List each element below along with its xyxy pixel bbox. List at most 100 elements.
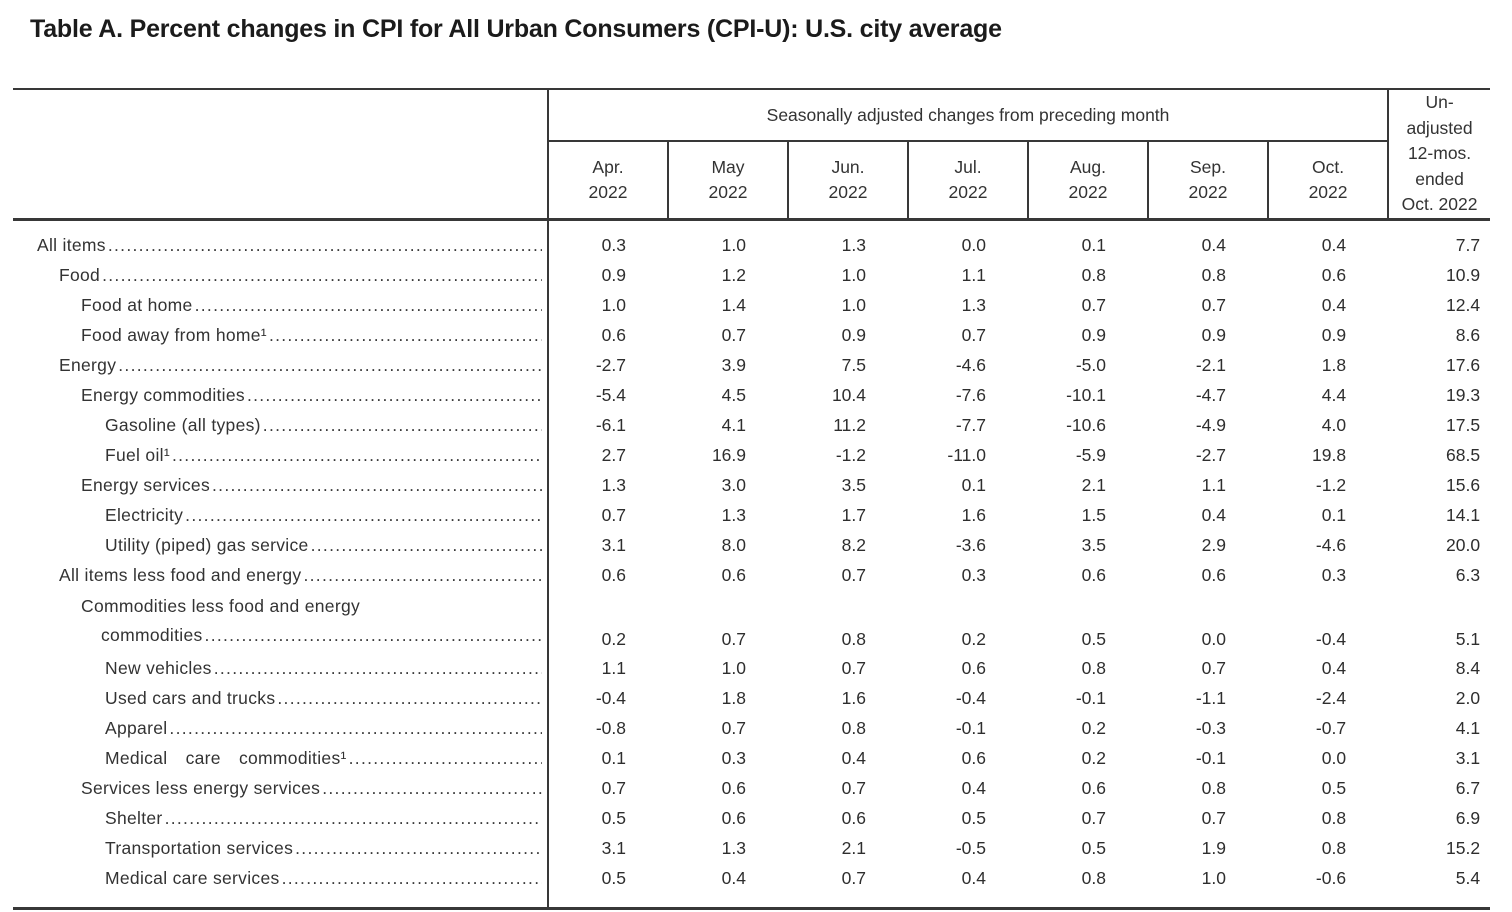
value-cell: 1.0: [721, 234, 746, 255]
row-label: Used cars and trucks: [105, 687, 276, 708]
value-cell: 0.0: [1201, 629, 1226, 649]
row-label-cell: Electricity: [13, 500, 549, 530]
annual-value-cell: 8.4: [1455, 657, 1481, 678]
value-cell: 1.5: [1081, 504, 1106, 525]
annual-value-cell: 5.1: [1455, 629, 1481, 649]
value-cell: 0.7: [1081, 294, 1106, 315]
value-cell: 1.6: [841, 687, 866, 708]
value-cell: -4.6: [955, 354, 986, 375]
month-header-oct: Oct. 2022: [1266, 141, 1389, 221]
row-label: New vehicles: [105, 657, 212, 678]
row-label-cell: Energy commodities: [13, 380, 549, 410]
value-cell: -0.6: [1315, 867, 1347, 888]
annual-value-cell: 15.2: [1446, 837, 1481, 858]
dot-leader: [172, 441, 542, 470]
value-cell: 1.0: [601, 294, 626, 315]
value-cell: -4.7: [1195, 384, 1226, 405]
seasonally-adjusted-span-header: Seasonally adjusted changes from precedi…: [548, 89, 1389, 142]
row-label-cell: Commodities less food and energy commodit…: [13, 590, 549, 653]
value-cell: 0.1: [1081, 234, 1106, 255]
value-cell: -1.2: [835, 444, 866, 465]
value-cell: 0.6: [841, 807, 866, 828]
value-cell: 0.9: [601, 264, 626, 285]
value-cell: 0.0: [1321, 747, 1347, 768]
value-cell: 0.1: [601, 747, 626, 768]
value-cell: 1.1: [601, 657, 626, 678]
value-cell: 0.4: [721, 867, 746, 888]
dot-leader: [212, 471, 542, 500]
value-cell: 4.4: [1321, 384, 1347, 405]
value-cell: 0.4: [1321, 294, 1347, 315]
row-label: Energy: [59, 354, 117, 375]
table-row: Utility (piped) gas service 3.1 8.0 8.2 -3.6…: [13, 530, 1490, 560]
table-row: New vehicles 1.1 1.0 0.7 0.6 0.8 0.7 0.4 8.4: [13, 653, 1490, 683]
value-cell: 0.7: [1201, 807, 1226, 828]
value-cell: -10.6: [1066, 414, 1106, 435]
row-label-cell: Energy: [13, 350, 549, 380]
row-label: Apparel: [105, 717, 168, 738]
table-body: All items 0.3 1.0 1.3 0.0 0.1 0.4 0.4 7.7 Food 0.9…: [13, 219, 1490, 909]
stub-header-cell: [13, 89, 549, 221]
value-cell: 0.6: [601, 564, 626, 585]
value-cell: 2.1: [1081, 474, 1106, 495]
row-label-cell: Medical care commodities¹: [13, 743, 549, 773]
value-cell: 0.9: [841, 324, 866, 345]
month-header-may: May 2022: [667, 141, 788, 221]
value-cell: 1.3: [841, 234, 866, 255]
row-label: Gasoline (all types): [105, 414, 261, 435]
annual-value-cell: 7.7: [1455, 234, 1481, 255]
table-row: Commodities less food and energy commodit…: [13, 590, 1490, 653]
value-cell: 0.7: [1081, 807, 1106, 828]
table-row: Food away from home¹ 0.6 0.7 0.9 0.7 0.9 0.9 0.…: [13, 320, 1490, 350]
value-cell: 0.7: [841, 657, 866, 678]
row-label-cell: Transportation services: [13, 833, 549, 863]
value-cell: 1.1: [1201, 474, 1226, 495]
value-cell: -1.2: [1315, 474, 1347, 495]
dot-leader: [195, 291, 542, 320]
value-cell: -2.7: [1195, 444, 1226, 465]
value-cell: 0.7: [961, 324, 986, 345]
dot-leader: [295, 834, 542, 863]
annual-value-cell: 17.6: [1446, 354, 1481, 375]
dot-leader: [247, 381, 542, 410]
value-cell: -5.9: [1075, 444, 1106, 465]
month-header-aug: Aug. 2022: [1027, 141, 1148, 221]
value-cell: 1.4: [721, 294, 746, 315]
annual-value-cell: 2.0: [1455, 687, 1481, 708]
value-cell: 0.3: [961, 564, 986, 585]
value-cell: -0.1: [955, 717, 986, 738]
annual-value-cell: 3.1: [1455, 747, 1481, 768]
value-cell: 0.6: [1201, 564, 1226, 585]
table-row: Shelter 0.5 0.6 0.6 0.5 0.7 0.7 0.8 6.9: [13, 803, 1490, 833]
value-cell: -0.7: [1315, 717, 1347, 738]
value-cell: 1.0: [1201, 867, 1226, 888]
value-cell: 1.2: [721, 264, 746, 285]
row-label-cell: Shelter: [13, 803, 549, 833]
dot-leader: [349, 744, 542, 773]
annual-value-cell: 5.4: [1455, 867, 1481, 888]
annual-value-cell: 12.4: [1446, 294, 1481, 315]
value-cell: 1.8: [721, 687, 746, 708]
row-label: Medical care commodities¹: [105, 747, 347, 768]
dot-leader: [322, 774, 542, 803]
value-cell: 0.8: [1081, 657, 1106, 678]
value-cell: 0.7: [601, 504, 626, 525]
value-cell: 0.6: [1081, 777, 1106, 798]
value-cell: 0.7: [721, 629, 746, 649]
value-cell: 1.3: [961, 294, 986, 315]
dot-leader: [263, 411, 542, 440]
annual-value-cell: 6.7: [1455, 777, 1481, 798]
value-cell: 0.5: [1081, 629, 1106, 649]
value-cell: -11.0: [947, 444, 986, 465]
value-cell: -0.5: [955, 837, 986, 858]
value-cell: 0.2: [1081, 717, 1106, 738]
table-row: All items 0.3 1.0 1.3 0.0 0.1 0.4 0.4 7.7: [13, 219, 1490, 260]
value-cell: -5.4: [595, 384, 626, 405]
value-cell: -2.4: [1315, 687, 1347, 708]
value-cell: 0.6: [601, 324, 626, 345]
annual-value-cell: 4.1: [1455, 717, 1481, 738]
value-cell: 0.8: [1201, 777, 1226, 798]
value-cell: 2.9: [1201, 534, 1226, 555]
annual-value-cell: 10.9: [1446, 264, 1481, 285]
dot-leader: [102, 261, 542, 290]
